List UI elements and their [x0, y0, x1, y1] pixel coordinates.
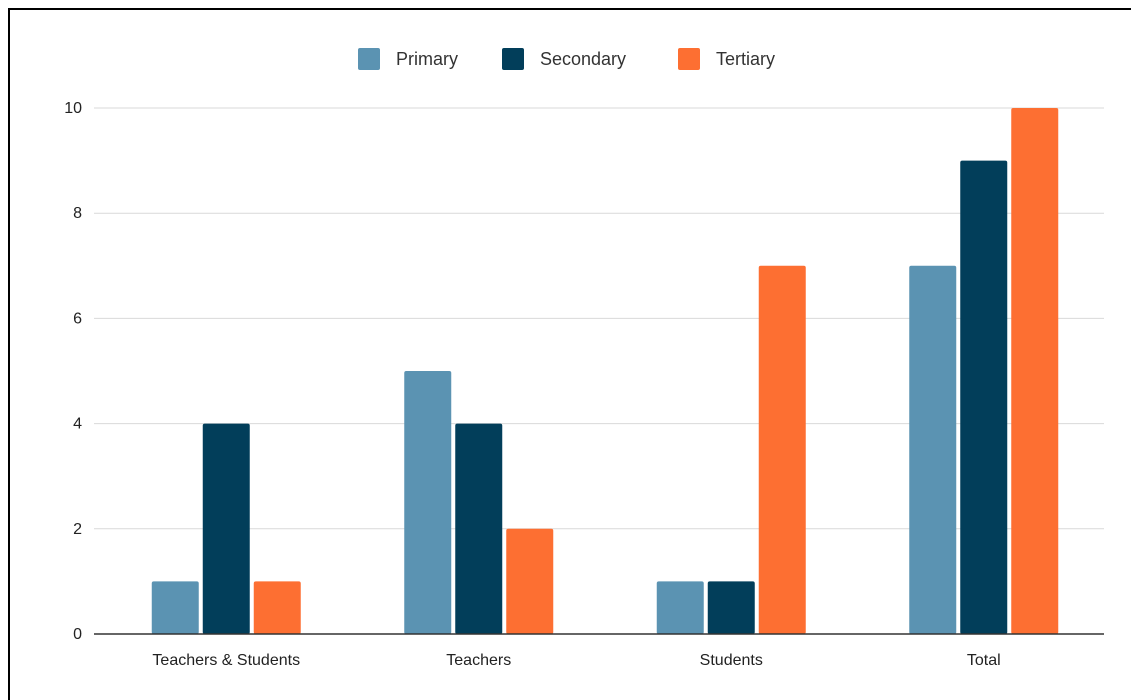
- y-tick-label: 2: [73, 521, 82, 538]
- bar-primary[interactable]: [909, 265, 957, 634]
- legend-swatch: [502, 48, 524, 70]
- legend-label: Secondary: [540, 49, 626, 69]
- bars: [151, 108, 1059, 634]
- x-tick-label: Total: [967, 652, 1001, 669]
- bar-primary[interactable]: [656, 581, 704, 634]
- legend-label: Primary: [396, 49, 458, 69]
- bar-secondary[interactable]: [455, 423, 503, 634]
- y-tick-label: 10: [64, 100, 82, 117]
- bar-tertiary[interactable]: [253, 581, 301, 634]
- bar-tertiary[interactable]: [506, 528, 554, 634]
- y-tick-label: 8: [73, 205, 82, 222]
- legend-item-primary[interactable]: Primary: [358, 48, 458, 70]
- x-tick-label: Students: [700, 652, 763, 669]
- y-tick-labels: 0 2 4 6 8 10: [64, 100, 82, 643]
- y-tick-label: 4: [73, 416, 82, 433]
- legend-swatch: [678, 48, 700, 70]
- legend: Primary Secondary Tertiary: [358, 48, 775, 70]
- x-tick-label: Teachers: [446, 652, 511, 669]
- y-tick-label: 6: [73, 310, 82, 327]
- bar-tertiary[interactable]: [758, 265, 806, 634]
- legend-swatch: [358, 48, 380, 70]
- x-tick-label: Teachers & Students: [152, 652, 300, 669]
- bar-secondary[interactable]: [202, 423, 250, 634]
- legend-label: Tertiary: [716, 49, 775, 69]
- bar-primary[interactable]: [151, 581, 199, 634]
- bar-primary[interactable]: [404, 371, 452, 634]
- legend-item-secondary[interactable]: Secondary: [502, 48, 626, 70]
- bar-secondary[interactable]: [707, 581, 755, 634]
- legend-item-tertiary[interactable]: Tertiary: [678, 48, 775, 70]
- x-tick-labels: Teachers & Students Teachers Students To…: [152, 652, 1000, 669]
- bar-tertiary[interactable]: [1011, 108, 1059, 634]
- bar-secondary[interactable]: [960, 160, 1008, 634]
- y-tick-label: 0: [73, 626, 82, 643]
- chart-border: [8, 8, 1131, 700]
